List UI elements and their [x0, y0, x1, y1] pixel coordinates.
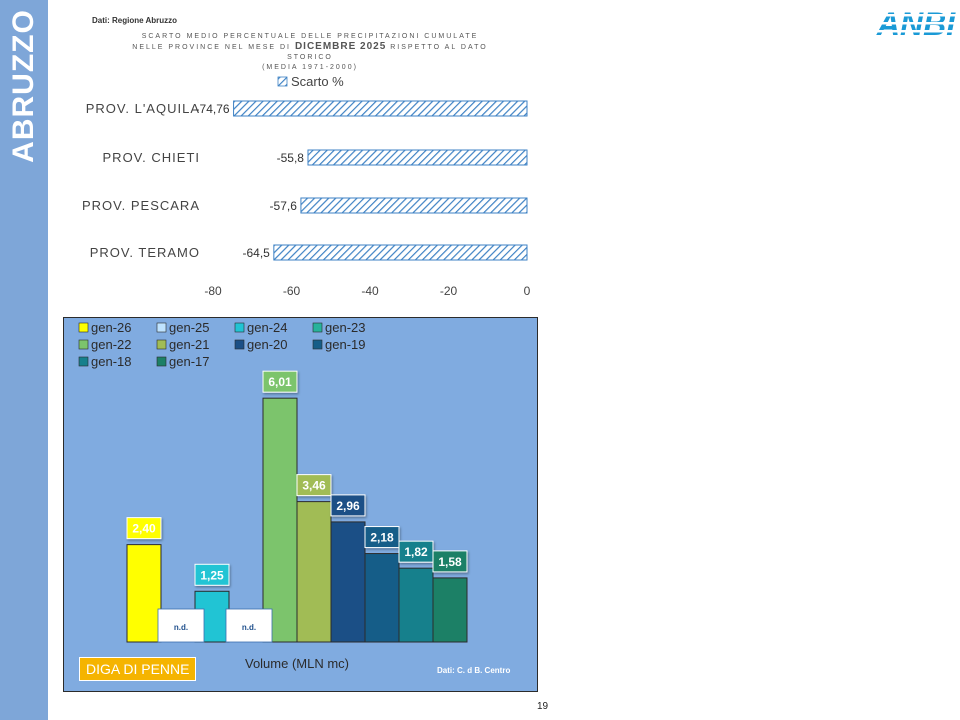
legend-swatch: [156, 322, 167, 333]
legend-label: gen-18: [91, 354, 131, 369]
chart1-bar: [307, 149, 528, 166]
legend-label: gen-21: [169, 337, 209, 352]
chart2-label-box: [194, 563, 230, 586]
chart2-data-label: 2,40: [132, 522, 156, 536]
chart2-label-box: [296, 474, 332, 497]
side-band: [0, 0, 48, 720]
chart2-bar: [432, 577, 468, 643]
diga-label: DIGA DI PENNE: [79, 657, 197, 681]
legend-swatch: [78, 356, 89, 367]
chart1-bar: [273, 244, 528, 261]
legend-swatch: [156, 356, 167, 367]
legend-label: gen-24: [247, 320, 287, 335]
chart1-legend: Scarto %: [277, 74, 344, 89]
chart2-data-label: 1,25: [200, 568, 224, 582]
chart2-bar: [126, 544, 162, 643]
chart2-bar: [262, 397, 298, 643]
chart2-nd-box: [225, 608, 273, 643]
chart1-data-label: -64,5: [242, 246, 270, 260]
legend-swatch: [312, 339, 323, 350]
chart2-data-label: 3,46: [302, 479, 326, 493]
chart2-data-label: 1,58: [438, 555, 462, 569]
chart1-data-label: -57,6: [270, 199, 298, 213]
chart2-data-label: 2,18: [370, 531, 394, 545]
chart2-nd-box: [157, 608, 205, 643]
chart2-label-box: [432, 550, 468, 573]
chart1-title-part3: (MEDIA 1971-2000): [262, 64, 358, 71]
chart2-bar: [296, 501, 332, 643]
chart2-bar: [330, 521, 366, 643]
legend-label: gen-26: [91, 320, 131, 335]
chart1-title-part1: SCARTO MEDIO PERCENTUALE DELLE PRECIPITA…: [132, 33, 479, 51]
chart2-xlabel: Volume (MLN mc): [245, 656, 349, 671]
anbi-logo: ANBI: [876, 6, 956, 40]
chart2-data-label: 1,82: [404, 545, 428, 559]
legend-swatch-scarto: [277, 76, 288, 87]
chart1-tick-label: -80: [204, 284, 222, 298]
legend-swatch: [156, 339, 167, 350]
region-title: ABRUZZO: [7, 9, 40, 163]
chart1-category-label: PROV. TERAMO: [90, 245, 200, 260]
chart1-tick-label: 0: [524, 284, 531, 298]
chart2-bar: [398, 567, 434, 643]
chart1-tick-label: -40: [361, 284, 379, 298]
chart1-tick-label: -60: [283, 284, 301, 298]
legend-label: gen-23: [325, 320, 365, 335]
legend-swatch: [78, 322, 89, 333]
page-number: 19: [537, 701, 549, 712]
chart2-label-box: [364, 526, 400, 549]
chart1-category-label: PROV. L'AQUILA: [86, 101, 200, 116]
legend-label: gen-17: [169, 354, 209, 369]
source-note-bottom: Dati: C. d B. Centro: [437, 666, 511, 675]
legend-label: gen-22: [91, 337, 131, 352]
chart1-category-label: PROV. PESCARA: [82, 198, 200, 213]
chart2-bar: [364, 553, 400, 643]
chart1-category-label: PROV. CHIETI: [103, 150, 200, 165]
chart2-data-label: n.d.: [174, 623, 188, 632]
chart1-data-label: -55,8: [277, 151, 305, 165]
legend-label-scarto: Scarto %: [291, 74, 344, 89]
chart1-title-part2: RISPETTO AL DATO STORICO: [287, 44, 488, 61]
legend-swatch: [312, 322, 323, 333]
legend-swatch: [234, 322, 245, 333]
legend-label: gen-20: [247, 337, 287, 352]
chart2-data-label: n.d.: [242, 623, 256, 632]
chart2-reservoir-volume: gen-26 gen-25 gen-24 gen-23 gen-22 gen-21 gen-…: [78, 320, 468, 671]
chart2-box: gen-26 gen-25 gen-24 gen-23 gen-22 gen-21 gen-…: [63, 317, 538, 692]
chart1-bar: [233, 100, 528, 117]
chart2-label-box: [262, 370, 298, 393]
chart2-data-label: 2,96: [336, 499, 360, 513]
legend-swatch: [78, 339, 89, 350]
chart1-precipitation-deviation: Scarto % PROV. L'AQUILA PROV. CHIETI PROV.…: [82, 74, 531, 298]
legend-label: gen-19: [325, 337, 365, 352]
chart1-bar: [300, 197, 528, 214]
legend-label: gen-25: [169, 320, 209, 335]
chart1-tick-label: -20: [440, 284, 458, 298]
chart1-title-highlight: DICEMBRE 2025: [294, 41, 387, 52]
chart1-title: SCARTO MEDIO PERCENTUALE DELLE PRECIPITA…: [130, 32, 490, 73]
chart2-label-box: [126, 517, 162, 540]
chart2-data-label: 6,01: [268, 375, 292, 389]
chart2-label-box: [330, 494, 366, 517]
legend-swatch: [234, 339, 245, 350]
source-note-top: Dati: Regione Abruzzo: [92, 16, 178, 25]
chart1-data-label: -74,76: [196, 102, 230, 116]
